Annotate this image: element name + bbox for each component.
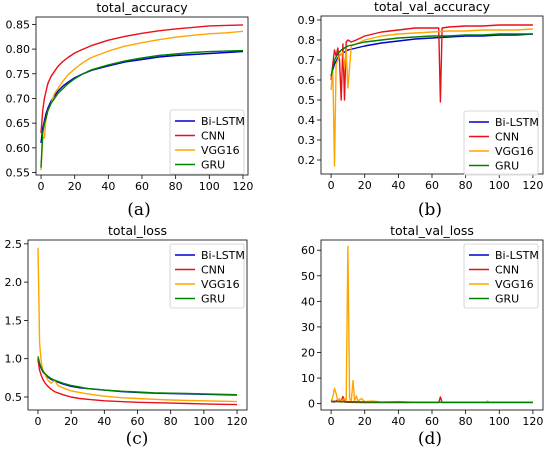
legend-label-gru: GRU	[495, 293, 519, 306]
series-line-gru	[40, 49, 244, 168]
legend-label-cnn: CNN	[201, 130, 225, 143]
y-tick-label: 2.5	[5, 238, 23, 251]
series-line-cnn	[40, 24, 244, 134]
chart-panel-2: total_loss 0 20 40 60 80 100 120 0.5 1.0 1.5 2.0 2.5…	[5, 223, 248, 449]
legend-label-gru: GRU	[201, 159, 225, 172]
panel-caption: (d)	[418, 429, 442, 449]
chart-panel-1: total_val_accuracy 0 20 40 60 80 100 120 0.2 0.3 0…	[298, 0, 544, 220]
y-tick-label: 0.60	[6, 142, 31, 155]
chart-panel-0: total_accuracy 0 20 40 60 80 100 120 0.55 0.60 0.6…	[6, 0, 254, 220]
legend-label-gru: GRU	[201, 293, 225, 306]
x-tick-label: 20	[64, 415, 78, 428]
series-line-gru	[330, 33, 533, 77]
y-tick-label: 0	[308, 398, 315, 411]
y-tick-label: 0.70	[6, 92, 31, 105]
x-tick-label: 20	[68, 180, 82, 193]
x-tick-label: 80	[459, 179, 473, 192]
legend-label-vgg16: VGG16	[201, 144, 240, 157]
legend-box	[169, 109, 245, 175]
legend-label-vgg16: VGG16	[495, 278, 534, 291]
y-tick-label: 0.75	[6, 68, 31, 81]
legend-label-cnn: CNN	[495, 264, 519, 277]
x-tick-label: 0	[328, 415, 335, 428]
y-tick-label: 0.5	[298, 94, 316, 107]
y-tick-label: 10	[301, 372, 315, 385]
x-tick-label: 120	[232, 180, 253, 193]
legend-box	[169, 243, 245, 309]
x-tick-label: 120	[522, 415, 543, 428]
y-tick-label: 0.65	[6, 117, 31, 130]
chart-title: total_val_accuracy	[374, 0, 491, 14]
y-tick-label: 50	[301, 270, 315, 283]
x-tick-label: 80	[459, 415, 473, 428]
legend-label-vgg16: VGG16	[495, 145, 534, 158]
y-tick-label: 0.9	[298, 14, 316, 27]
y-tick-label: 0.2	[298, 154, 316, 167]
chart-title: total_loss	[108, 223, 167, 238]
x-tick-label: 100	[193, 415, 214, 428]
legend-box	[463, 110, 539, 176]
x-tick-label: 0	[328, 179, 335, 192]
series-line-gru	[37, 356, 238, 396]
x-tick-label: 40	[101, 180, 115, 193]
legend-label-vgg16: VGG16	[201, 278, 240, 291]
x-tick-label: 100	[489, 415, 510, 428]
chart-title: total_accuracy	[96, 0, 188, 15]
y-tick-label: 0.4	[298, 114, 316, 127]
legend-label-gru: GRU	[495, 160, 519, 173]
x-tick-label: 80	[164, 415, 178, 428]
x-tick-label: 0	[38, 180, 45, 193]
y-tick-label: 30	[301, 321, 315, 334]
y-tick-label: 1.0	[5, 353, 23, 366]
x-tick-label: 20	[358, 179, 372, 192]
x-tick-label: 60	[425, 179, 439, 192]
x-tick-label: 100	[489, 179, 510, 192]
panel-caption: (a)	[127, 200, 150, 220]
legend-label-cnn: CNN	[201, 264, 225, 277]
legend-label-cnn: CNN	[495, 131, 519, 144]
legend-label-bi-lstm: Bi-LSTM	[495, 249, 539, 262]
x-tick-label: 40	[391, 415, 405, 428]
x-tick-label: 40	[97, 415, 111, 428]
chart-title: total_val_loss	[390, 223, 474, 238]
x-tick-label: 40	[391, 179, 405, 192]
x-tick-label: 60	[131, 415, 145, 428]
y-tick-label: 1.5	[5, 314, 23, 327]
chart-panel-3: total_val_loss 0 20 40 60 80 100 120 0 10 20 30 40 50…	[301, 223, 543, 449]
y-tick-label: 2.0	[5, 276, 23, 289]
x-tick-label: 20	[358, 415, 372, 428]
x-tick-label: 120	[522, 179, 543, 192]
legend-label-bi-lstm: Bi-LSTM	[495, 116, 539, 129]
x-tick-label: 60	[425, 415, 439, 428]
y-tick-label: 0.3	[298, 134, 316, 147]
y-tick-label: 20	[301, 346, 315, 359]
y-tick-label: 0.80	[6, 43, 31, 56]
x-tick-label: 100	[199, 180, 220, 193]
x-tick-label: 80	[169, 180, 183, 193]
series-line-gru	[331, 400, 533, 403]
x-tick-label: 120	[227, 415, 248, 428]
y-tick-label: 0.8	[298, 34, 316, 47]
y-tick-label: 60	[301, 244, 315, 257]
y-tick-label: 0.6	[298, 74, 316, 87]
y-tick-label: 0.55	[6, 167, 31, 180]
legend-label-bi-lstm: Bi-LSTM	[201, 249, 245, 262]
series-line-bi-lstm	[330, 33, 533, 77]
series-line-cnn	[37, 360, 238, 406]
y-tick-label: 0.5	[5, 391, 23, 404]
legend-box	[463, 243, 539, 309]
panel-caption: (b)	[418, 200, 442, 220]
x-tick-label: 60	[135, 180, 149, 193]
x-tick-label: 0	[34, 415, 41, 428]
y-tick-label: 0.85	[6, 18, 31, 31]
panel-caption: (c)	[126, 429, 149, 449]
legend-label-bi-lstm: Bi-LSTM	[201, 115, 245, 128]
y-tick-label: 40	[301, 295, 315, 308]
y-tick-label: 0.7	[298, 54, 316, 67]
